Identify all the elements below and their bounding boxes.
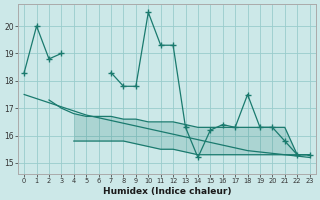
X-axis label: Humidex (Indice chaleur): Humidex (Indice chaleur) <box>103 187 231 196</box>
